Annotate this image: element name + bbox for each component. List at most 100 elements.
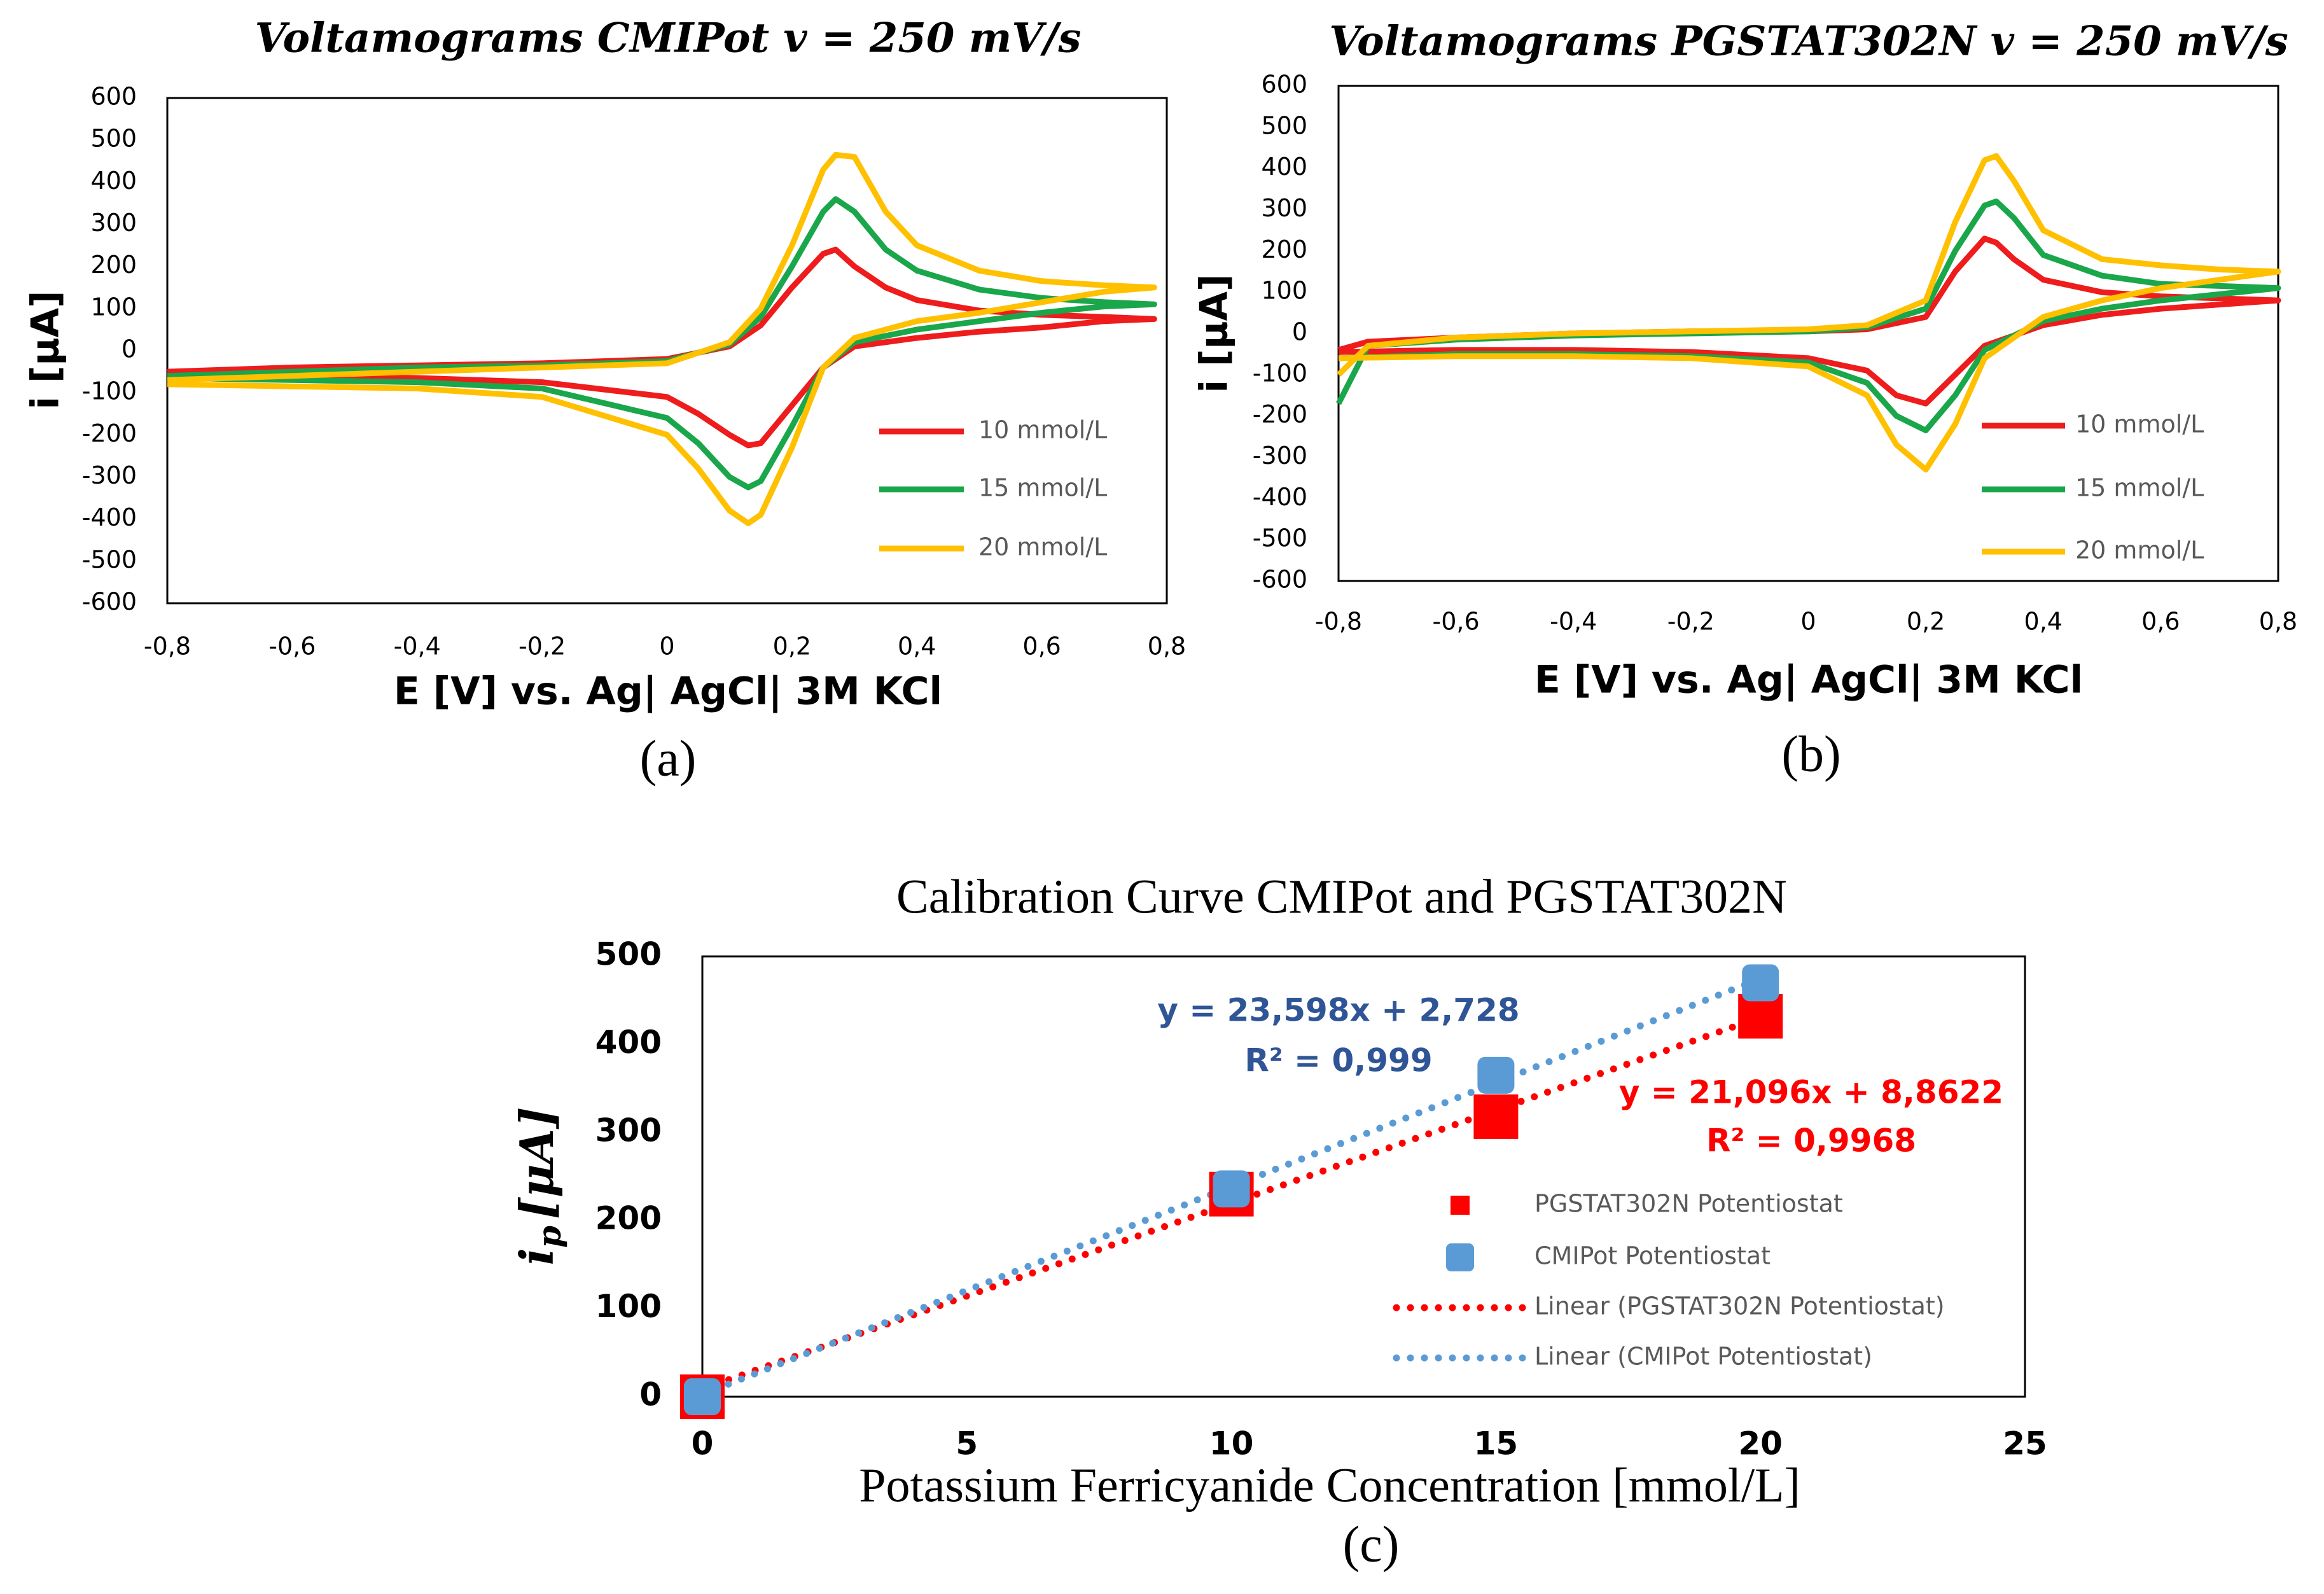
y-tick-label: -200	[1253, 400, 1307, 428]
legend-label: 20 mmol/L	[978, 533, 1107, 561]
x-tick-label: 25	[2003, 1425, 2047, 1462]
legend-swatch	[1451, 1196, 1470, 1215]
y-tick-label: 0	[639, 1376, 662, 1413]
y-tick-label: -300	[1253, 442, 1307, 470]
x-tick-label: -0,2	[1667, 608, 1715, 636]
annotation: R² = 0,999	[1244, 1042, 1432, 1079]
y-axis-label: i [µA]	[1192, 274, 1237, 393]
legend-label: 10 mmol/L	[2075, 410, 2204, 438]
legend-label: 15 mmol/L	[2075, 474, 2204, 502]
y-axis-label: ip [μA]	[510, 1107, 568, 1265]
y-tick-label: -500	[82, 545, 137, 573]
chart-title: Voltamograms PGSTAT302N v = 250 mV/s	[1329, 18, 2288, 66]
chart-title: Voltamograms CMIPot v = 250 mV/s	[255, 15, 1082, 62]
y-tick-label: 200	[90, 251, 137, 279]
x-tick-label: 0,8	[2259, 608, 2297, 636]
scatter-point	[1477, 1056, 1515, 1094]
caption: (b)	[1781, 726, 1840, 782]
x-tick-label: 0,4	[2024, 608, 2063, 636]
annotation: R² = 0,9968	[1706, 1122, 1916, 1159]
plot-frame	[1337, 85, 2279, 582]
x-tick-label: 0	[1800, 608, 1816, 636]
y-tick-label: -100	[82, 377, 137, 405]
scatter-point	[684, 1378, 721, 1415]
y-tick-label: -600	[82, 588, 137, 616]
legend-label: CMIPot Potentiostat	[1534, 1242, 1771, 1270]
legend-label: PGSTAT302N Potentiostat	[1534, 1190, 1843, 1218]
y-tick-label: 200	[1261, 235, 1307, 263]
y-tick-label: -400	[82, 503, 137, 531]
y-tick-label: -100	[1253, 359, 1307, 387]
x-tick-label: 0	[659, 633, 674, 661]
x-tick-label: 0,2	[1907, 608, 1945, 636]
y-tick-label: 400	[1261, 153, 1307, 181]
y-tick-label: 300	[90, 209, 137, 237]
y-tick-label: -400	[1253, 483, 1307, 511]
y-label-rest: [μA]	[510, 1107, 564, 1219]
x-axis-label: E [V] vs. Ag| AgCl| 3M KCl	[1534, 658, 2083, 703]
x-axis-label: Potassium Ferricyanide Concentration [mm…	[859, 1458, 1800, 1512]
y-tick-label: 500	[90, 125, 137, 153]
y-tick-label: 0	[122, 335, 137, 363]
x-tick-label: -0,8	[1315, 608, 1362, 636]
x-tick-label: 0,6	[2141, 608, 2180, 636]
x-tick-label: -0,2	[518, 633, 566, 661]
x-tick-label: 0,6	[1022, 633, 1061, 661]
series-line	[1335, 199, 2281, 433]
legend-label: 10 mmol/L	[978, 416, 1107, 444]
y-tick-label: 200	[595, 1200, 662, 1237]
x-tick-label: 20	[1738, 1425, 1783, 1462]
scatter-point	[1742, 964, 1779, 1002]
y-label-main: i	[510, 1248, 564, 1265]
y-tick-label: 300	[1261, 194, 1307, 222]
y-tick-label: 500	[1261, 111, 1307, 139]
y-tick-label: -300	[82, 461, 137, 489]
caption: (c)	[1343, 1516, 1400, 1572]
x-tick-label: -0,4	[1550, 608, 1597, 636]
y-tick-label: 100	[1261, 277, 1307, 305]
y-tick-label: 100	[595, 1288, 662, 1325]
scatter-point	[1473, 1094, 1519, 1139]
x-tick-label: 5	[956, 1425, 978, 1462]
y-tick-label: -600	[1253, 566, 1307, 594]
series-line	[167, 246, 1157, 449]
y-tick-label: -500	[1253, 524, 1307, 552]
y-tick-label: 100	[90, 293, 137, 321]
x-tick-label: -0,6	[1433, 608, 1480, 636]
y-tick-label: 300	[595, 1112, 662, 1149]
plot-frame	[701, 955, 2026, 1398]
scatter-point	[1738, 994, 1783, 1039]
legend-label: 15 mmol/L	[978, 474, 1107, 502]
x-tick-label: 0,2	[773, 633, 811, 661]
x-tick-label: 10	[1209, 1425, 1254, 1462]
y-tick-label: 500	[595, 936, 662, 973]
y-tick-label: 600	[1261, 71, 1307, 99]
series-line	[167, 196, 1157, 491]
x-tick-label: -0,6	[268, 633, 316, 661]
x-tick-label: 0,8	[1148, 633, 1186, 661]
x-axis-label: E [V] vs. Ag| AgCl| 3M KCl	[394, 669, 942, 714]
y-label-sub: p	[531, 1226, 568, 1248]
y-tick-label: -200	[82, 419, 137, 447]
x-tick-label: 0,4	[898, 633, 936, 661]
y-tick-label: 400	[595, 1024, 662, 1061]
annotation: y = 21,096x + 8,8622	[1619, 1074, 2003, 1111]
legend-label: Linear (CMIPot Potentiostat)	[1534, 1343, 1872, 1371]
series-line	[1336, 153, 2281, 473]
y-axis-label: i [µA]	[24, 291, 68, 410]
scatter-point	[1213, 1170, 1250, 1208]
x-tick-label: 0	[692, 1425, 714, 1462]
annotation: y = 23,598x + 2,728	[1157, 992, 1519, 1029]
y-tick-label: 0	[1292, 318, 1307, 346]
legend-label: 20 mmol/L	[2075, 536, 2204, 564]
chart-title: Calibration Curve CMIPot and PGSTAT302N	[896, 870, 1787, 923]
x-tick-label: -0,8	[144, 633, 191, 661]
legend-swatch	[1446, 1243, 1474, 1271]
x-tick-label: -0,4	[394, 633, 441, 661]
series-line	[167, 151, 1157, 526]
legend-label: Linear (PGSTAT302N Potentiostat)	[1534, 1292, 1945, 1320]
y-tick-label: 600	[90, 83, 137, 111]
caption: (a)	[640, 731, 697, 787]
plot-frame	[166, 97, 1168, 605]
